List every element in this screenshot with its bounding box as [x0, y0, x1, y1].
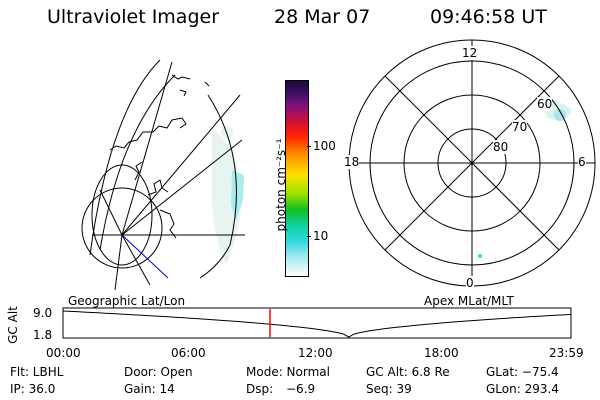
- coastline: [171, 74, 210, 97]
- info-gain: Gain: 14: [124, 382, 175, 396]
- map-circle: [91, 164, 153, 266]
- mlt-label-6: 6: [578, 155, 586, 169]
- map-arc: [199, 94, 237, 279]
- header-time: 09:46:58 UT: [430, 6, 547, 28]
- mlat-label-60: 60: [537, 97, 553, 111]
- satellite-track: [121, 234, 169, 279]
- info-glon: GLon: 293.4: [486, 382, 559, 396]
- right-panel-caption: Apex MLat/MLT: [424, 294, 514, 308]
- mlat-label-80: 80: [493, 140, 509, 154]
- map-meridian: [99, 189, 123, 236]
- info-dsp-value: −6.9: [286, 382, 316, 396]
- map-arc: [89, 59, 161, 256]
- app-title: Ultraviolet Imager: [47, 6, 220, 28]
- altitude-ymax: 9.0: [33, 306, 53, 320]
- header-date: 28 Mar 07: [274, 6, 371, 28]
- info-mode: Mode: Normal: [246, 365, 330, 379]
- map-meridian: [121, 61, 173, 236]
- info-door: Door: Open: [124, 365, 193, 379]
- xtick-label: 18:00: [424, 346, 459, 360]
- xtick-label: 12:00: [298, 346, 333, 360]
- map-meridian: [121, 234, 151, 286]
- colorbar: [285, 80, 309, 277]
- left-panel-caption: Geographic Lat/Lon: [68, 294, 186, 308]
- xtick-label: 06:00: [171, 346, 206, 360]
- map-circle: [81, 187, 163, 269]
- map-arc: [99, 74, 176, 251]
- xtick-label: 23:59: [549, 346, 584, 360]
- colorbar-tick-label: 100: [313, 139, 336, 153]
- map-meridian: [121, 94, 241, 236]
- colorbar-tick-label: 10: [313, 229, 329, 243]
- info-glat: GLat: −75.4: [486, 365, 559, 379]
- xtick-label: 00:00: [46, 346, 81, 360]
- map-meridian: [114, 234, 123, 291]
- coastline: [109, 117, 187, 239]
- info-seq: Seq: 39: [366, 382, 412, 396]
- colorbar-tick: [307, 146, 311, 147]
- altitude-curve: [62, 310, 572, 338]
- mlt-label-18: 18: [344, 155, 360, 169]
- mlat-label-70: 70: [512, 120, 528, 134]
- altitude-ymin: 1.8: [33, 328, 53, 342]
- info-dsp-label: Dsp:: [246, 382, 274, 396]
- info-filter: Flt: LBHL: [10, 365, 64, 379]
- altitude-plot-frame: [62, 307, 572, 339]
- info-ip: IP: 36.0: [10, 382, 56, 396]
- mlt-label-0: 0: [466, 276, 474, 290]
- mlt-label-12: 12: [462, 46, 478, 60]
- colorbar-tick: [307, 236, 311, 237]
- info-gc-alt: GC Alt: 6.8 Re: [366, 365, 450, 379]
- map-meridian: [121, 139, 243, 236]
